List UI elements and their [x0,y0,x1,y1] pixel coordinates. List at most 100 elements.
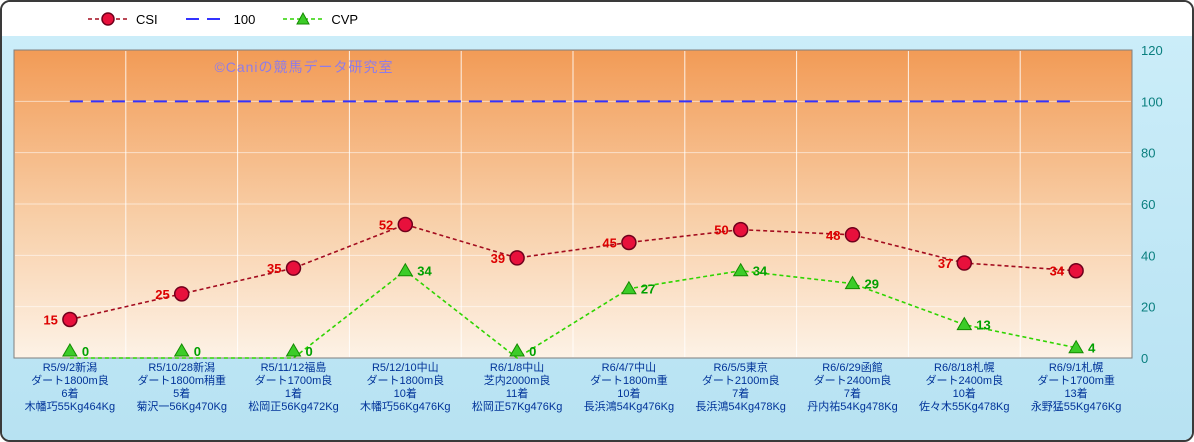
x-axis-label-line: 佐々木55Kg478Kg [919,401,1010,413]
x-axis-label: R6/9/1札幌 ダート1700m重 13着 永野猛55Kg476Kg [1020,362,1132,414]
data-point-marker [173,286,190,302]
data-point-label: 45 [602,236,616,251]
legend-item-CSI: CSI [86,11,158,27]
x-axis-label: R5/10/28新潟 ダート1800m稍重 5着 菊沢一56Kg470Kg [126,362,238,414]
x-axis-label-line: 10着 [952,388,976,400]
x-axis-label-line: 松岡正56Kg472Kg [248,401,339,413]
x-axis-label-line: 永野猛55Kg476Kg [1030,401,1122,413]
data-point-label: 0 [82,344,89,359]
data-point-marker [1068,262,1084,279]
x-axis-label: R6/1/8中山 芝内2000m良 11着 松岡正57Kg476Kg [461,362,573,414]
series-CVP: 0 0 0 34 0 27 34 29 13 4 [62,262,1096,359]
plot-layer [13,49,1133,359]
series-line [69,223,1077,321]
x-axis-label-line: 木幡巧56Kg476Kg [360,401,451,413]
data-point-marker [397,262,414,277]
data-point-label: 34 [753,264,768,279]
x-axis-label-line: 芝内2000m良 [483,375,551,387]
x-axis-label-line: R6/8/18札幌 [934,362,995,374]
data-point-label: 34 [417,264,432,279]
x-axis-label-line: ダート1800m稍重 [137,375,227,387]
x-axis-label-line: R5/12/10中山 [371,362,439,374]
x-axis-label-line: R6/9/1札幌 [1048,362,1104,374]
x-axis-label: R5/12/10中山 ダート1800m良 10着 木幡巧56Kg476Kg [349,362,461,414]
data-point-marker [956,316,973,331]
data-point-label: 39 [491,251,505,266]
legend-marker [296,11,311,25]
series-line [69,269,1077,359]
data-point-label: 37 [938,256,952,271]
data-point-marker [732,221,749,238]
data-point-label: 50 [714,223,728,238]
x-axis-label: R6/5/5東京 ダート2100m良 7着 長浜鴻54Kg478Kg [685,362,797,414]
x-axis-label-line: R5/11/12福島 [260,362,327,374]
x-axis-label-line: ダート2400m良 [813,375,892,387]
data-point-label: 0 [306,344,313,359]
data-point-label: 48 [826,228,840,243]
x-axis-label-line: 11着 [505,388,529,400]
legend-item-CVP: CVP [281,11,358,27]
x-axis-label-line: 7着 [843,388,862,400]
x-axis-label: R5/11/12福島 ダート1700m良 1着 松岡正56Kg472Kg [238,362,350,414]
x-axis-label-line: 10着 [393,388,417,400]
chart-region: ©Caniの競馬データ研究室 15 25 35 52 39 45 50 48 37 34 0 0 0 34… [2,36,1192,440]
data-point-label: 13 [976,318,990,333]
y-axis-tick-label: 100 [1141,94,1163,109]
data-point-marker [844,227,861,243]
x-axis-label-line: R6/1/8中山 [489,362,545,374]
x-axis-label-line: ダート2400m良 [925,375,1004,387]
y-axis-tick-label: 20 [1141,300,1155,315]
data-point-label: 52 [379,218,393,233]
legend-swatch-icon [283,11,324,25]
legend-item-100: 100 [184,11,256,27]
data-point-marker [62,311,78,328]
x-axis-label-line: 7着 [732,388,750,400]
x-axis-label-line: ダート1800m重 [590,375,668,387]
x-axis-label-line: 6着 [61,388,79,400]
x-axis-label-line: 木幡巧55Kg464Kg [24,401,116,413]
x-axis-label: R6/4/7中山 ダート1800m重 10着 長浜鴻54Kg476Kg [573,362,685,414]
x-axis-label-line: R6/4/7中山 [601,362,657,374]
x-axis-label-line: 1着 [284,388,303,400]
series-layer: 15 25 35 52 39 45 50 48 37 34 0 0 0 34 0 27 34 29 13 4 [43,100,1096,359]
x-axis-label-line: 10着 [617,388,641,400]
x-axis-label-line: 丹内祐54Kg478Kg [807,401,898,413]
data-point-label: 0 [194,344,201,359]
legend-label: CSI [136,11,158,27]
x-axis-label-line: ダート2100m良 [701,375,780,387]
x-axis-label-line: ダート1800m良 [31,375,109,387]
x-axis-label-line: 長浜鴻54Kg478Kg [695,401,786,413]
data-point-label: 27 [641,282,655,297]
data-point-label: 29 [865,277,879,292]
legend-label: CVP [331,11,359,27]
data-point-label: 4 [1088,341,1096,356]
x-axis-label-line: ダート1800m良 [366,375,445,387]
x-axis-labels: R5/9/2新潟 ダート1800m良 6着 木幡巧55Kg464Kg R5/10/28新… [14,362,1132,414]
data-point-marker [509,343,525,357]
x-axis-label-line: R5/10/28新潟 [148,362,216,374]
y-axis-layer: 0 20 40 60 80 100 120 [1141,43,1163,366]
x-axis-label-line: ダート1700m重 [1037,375,1115,387]
watermark: ©Caniの競馬データ研究室 [214,59,393,75]
data-point-marker [1068,339,1084,354]
data-point-marker [844,275,861,290]
data-point-label: 25 [155,287,169,302]
data-point-label: 35 [267,261,281,276]
legend-swatch-icon [88,12,128,26]
x-axis-label-line: R6/5/5東京 [713,362,768,374]
y-axis-tick-label: 120 [1141,43,1163,58]
data-point-label: 34 [1050,264,1065,279]
x-axis-label-line: 13着 [1064,388,1088,400]
x-axis-label: R5/9/2新潟 ダート1800m良 6着 木幡巧55Kg464Kg [14,362,126,414]
data-point-marker [397,216,414,233]
x-axis-label: R6/6/29函館 ダート2400m良 7着 丹内祐54Kg478Kg [797,362,909,414]
x-axis-label-line: R6/6/29函館 [822,362,883,374]
legend-label: 100 [233,11,256,27]
data-point-marker [285,343,302,357]
data-point-marker [285,260,302,276]
x-axis-label-line: 5着 [173,388,191,400]
data-point-label: 0 [529,344,536,359]
x-axis-label-line: 松岡正57Kg476Kg [471,401,563,413]
y-axis-tick-label: 40 [1141,248,1155,263]
data-point-marker [62,343,78,357]
